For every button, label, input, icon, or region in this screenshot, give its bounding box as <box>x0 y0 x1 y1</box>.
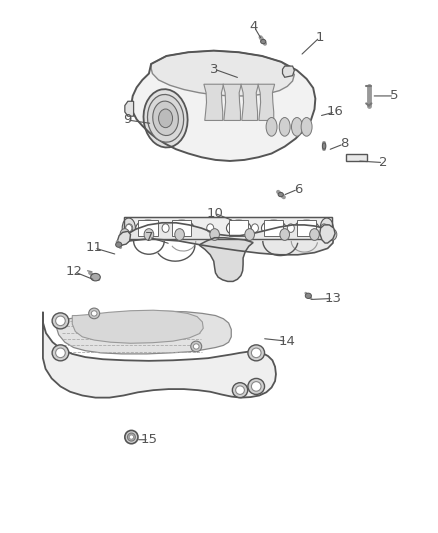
Ellipse shape <box>210 229 219 240</box>
Ellipse shape <box>287 224 294 232</box>
Polygon shape <box>223 84 241 120</box>
Polygon shape <box>229 220 248 236</box>
Ellipse shape <box>248 345 265 361</box>
Polygon shape <box>124 217 332 239</box>
Ellipse shape <box>175 229 184 240</box>
Polygon shape <box>117 231 131 245</box>
Ellipse shape <box>170 220 194 236</box>
Polygon shape <box>283 66 294 77</box>
Ellipse shape <box>191 341 201 352</box>
Polygon shape <box>43 312 276 398</box>
Text: 2: 2 <box>379 156 388 169</box>
Ellipse shape <box>251 224 258 232</box>
Polygon shape <box>346 154 367 161</box>
Ellipse shape <box>52 313 69 329</box>
Polygon shape <box>199 238 253 281</box>
Polygon shape <box>72 310 203 343</box>
Ellipse shape <box>129 435 134 439</box>
Ellipse shape <box>301 118 312 136</box>
Text: 10: 10 <box>206 207 223 220</box>
Text: 14: 14 <box>279 335 295 348</box>
Text: 12: 12 <box>66 265 83 278</box>
Polygon shape <box>131 51 315 161</box>
Polygon shape <box>138 220 158 236</box>
Ellipse shape <box>245 229 254 240</box>
Polygon shape <box>56 311 231 354</box>
Ellipse shape <box>305 293 311 298</box>
Ellipse shape <box>322 143 326 149</box>
Polygon shape <box>204 84 223 120</box>
Ellipse shape <box>279 118 290 136</box>
Polygon shape <box>258 84 275 120</box>
Ellipse shape <box>162 224 169 232</box>
Text: 15: 15 <box>141 433 157 446</box>
Ellipse shape <box>125 431 138 443</box>
Ellipse shape <box>144 229 154 240</box>
Ellipse shape <box>56 348 65 358</box>
Polygon shape <box>320 225 335 243</box>
Text: 3: 3 <box>210 63 219 76</box>
Ellipse shape <box>251 382 261 391</box>
Ellipse shape <box>320 218 333 238</box>
Ellipse shape <box>327 229 337 240</box>
Polygon shape <box>264 220 283 236</box>
Polygon shape <box>151 51 294 96</box>
Ellipse shape <box>278 192 283 197</box>
Ellipse shape <box>248 378 265 394</box>
Ellipse shape <box>126 224 133 232</box>
Ellipse shape <box>266 118 277 136</box>
Text: 13: 13 <box>325 292 341 305</box>
Text: 8: 8 <box>339 138 348 150</box>
Ellipse shape <box>233 383 248 398</box>
Ellipse shape <box>236 386 244 394</box>
Ellipse shape <box>91 273 100 281</box>
Polygon shape <box>125 101 134 116</box>
Polygon shape <box>241 84 258 120</box>
Ellipse shape <box>159 109 173 127</box>
Text: 1: 1 <box>315 31 324 44</box>
Ellipse shape <box>122 218 135 238</box>
Ellipse shape <box>207 224 214 232</box>
Text: 16: 16 <box>327 106 343 118</box>
Text: 4: 4 <box>250 20 258 33</box>
Ellipse shape <box>52 345 69 361</box>
Ellipse shape <box>127 433 135 441</box>
Polygon shape <box>172 220 191 236</box>
Ellipse shape <box>280 229 290 240</box>
Ellipse shape <box>226 220 251 236</box>
Text: 9: 9 <box>123 114 131 126</box>
Text: 5: 5 <box>390 90 399 102</box>
Text: 6: 6 <box>293 183 302 196</box>
Ellipse shape <box>310 229 319 240</box>
Ellipse shape <box>56 316 65 326</box>
Text: 7: 7 <box>145 231 153 244</box>
Ellipse shape <box>194 344 199 349</box>
Ellipse shape <box>126 224 132 232</box>
Ellipse shape <box>261 220 286 236</box>
Polygon shape <box>297 220 316 236</box>
Ellipse shape <box>136 220 160 236</box>
Ellipse shape <box>261 39 266 44</box>
Ellipse shape <box>291 118 302 136</box>
Text: 11: 11 <box>86 241 102 254</box>
Ellipse shape <box>294 220 319 236</box>
Ellipse shape <box>88 308 99 319</box>
Ellipse shape <box>324 224 330 232</box>
Ellipse shape <box>153 101 178 135</box>
Ellipse shape <box>144 89 187 148</box>
Ellipse shape <box>321 224 328 232</box>
Ellipse shape <box>148 94 184 142</box>
Ellipse shape <box>251 348 261 358</box>
Ellipse shape <box>116 242 122 247</box>
Ellipse shape <box>120 229 130 240</box>
Polygon shape <box>119 223 334 255</box>
Ellipse shape <box>92 311 97 316</box>
